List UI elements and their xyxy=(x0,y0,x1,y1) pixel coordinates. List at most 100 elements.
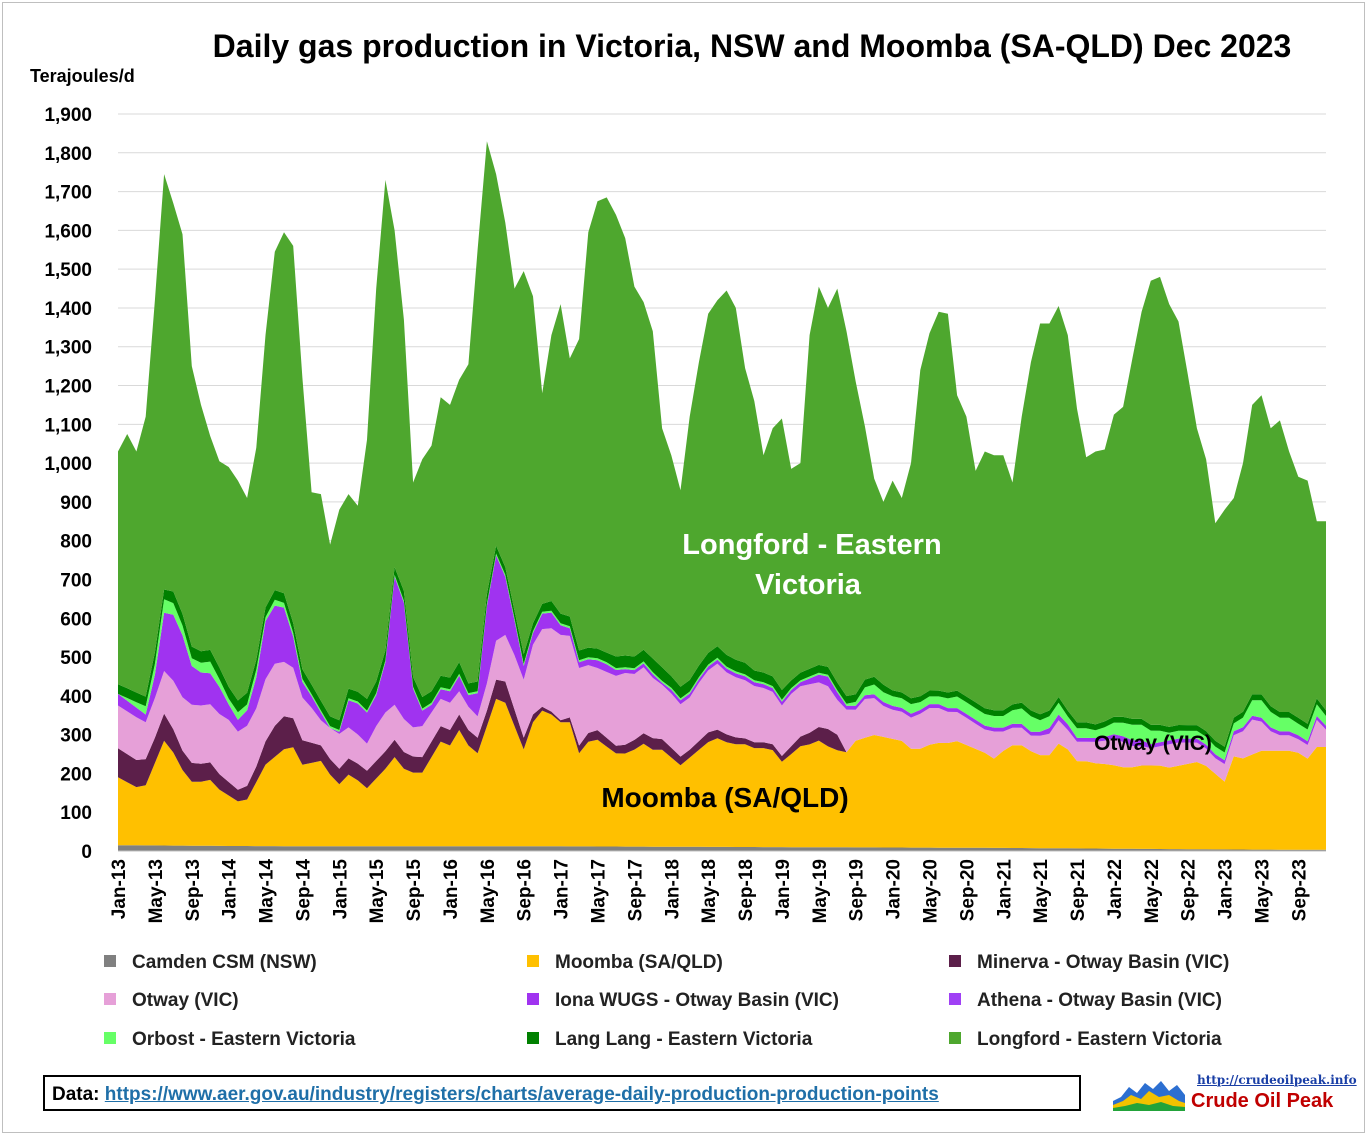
legend-item-longford: Longford - Eastern Victoria xyxy=(949,1029,1222,1051)
x-tick-label: Jan-22 xyxy=(1105,859,1126,919)
legend-swatch xyxy=(104,1031,116,1044)
logo-name: Crude Oil Peak xyxy=(1191,1090,1334,1112)
x-tick-label: Jan-18 xyxy=(662,859,683,919)
legend-swatch xyxy=(527,1031,539,1044)
y-tick-label: 600 xyxy=(60,609,92,630)
area-minerva-otway-basin-vic xyxy=(118,679,1326,802)
data-source-prefix: Data: xyxy=(52,1084,100,1105)
x-tick-label: May-13 xyxy=(146,859,167,923)
x-tick-label: Jan-14 xyxy=(220,859,241,920)
x-tick-label: Jan-20 xyxy=(884,859,905,919)
y-tick-label: 500 xyxy=(60,648,92,669)
legend-label: Minerva - Otway Basin (VIC) xyxy=(977,952,1230,973)
y-axis-unit-label: Terajoules/d xyxy=(30,66,135,86)
x-tick-label: May-18 xyxy=(699,859,720,923)
y-tick-label: 1,400 xyxy=(44,299,92,320)
y-tick-label: 1,000 xyxy=(44,454,92,475)
area-otway-vic xyxy=(118,628,1326,790)
x-tick-label: Jan-23 xyxy=(1216,859,1237,919)
y-tick-label: 200 xyxy=(60,764,92,785)
area-orbost-eastern-victoria xyxy=(118,553,1326,761)
legend-swatch xyxy=(949,954,961,967)
y-tick-label: 1,100 xyxy=(44,415,92,436)
legend-label: Otway (VIC) xyxy=(132,990,239,1011)
legend-item-athena: Athena - Otway Basin (VIC) xyxy=(949,990,1222,1012)
area-longford-eastern-victoria xyxy=(118,141,1326,747)
legend-item-moomba: Moomba (SA/QLD) xyxy=(527,952,723,974)
x-tick-label: May-20 xyxy=(921,859,942,923)
y-tick-label: 0 xyxy=(81,842,92,863)
y-tick-label: 1,800 xyxy=(44,144,92,165)
x-tick-label: Sep-22 xyxy=(1179,859,1200,921)
area-moomba-sa-qld xyxy=(118,698,1326,850)
legend-label: Iona WUGS - Otway Basin (VIC) xyxy=(555,990,839,1011)
x-tick-label: Sep-14 xyxy=(293,859,314,922)
x-tick-label: Sep-15 xyxy=(404,859,425,922)
legend-item-lang-lang: Lang Lang - Eastern Victoria xyxy=(527,1029,812,1051)
x-tick-label: Jan-19 xyxy=(773,859,794,919)
x-tick-label: Jan-17 xyxy=(552,859,573,919)
chart-title: Daily gas production in Victoria, NSW an… xyxy=(212,28,1292,64)
x-tick-label: Sep-19 xyxy=(847,859,868,921)
legend-label: Longford - Eastern Victoria xyxy=(977,1029,1222,1050)
crude-oil-peak-logo[interactable]: http://crudeoilpeak.info Crude Oil Peak xyxy=(1113,1073,1363,1113)
legend-item-camden: Camden CSM (NSW) xyxy=(104,952,317,974)
x-tick-labels: Jan-13 May-13 Sep-13 Jan-14 May-14 Sep-14 Jan-… xyxy=(109,859,1310,924)
x-tick-label: Sep-17 xyxy=(625,859,646,921)
annotations: Longford - Eastern Victoria Moomba (SA/QLD… xyxy=(601,529,1212,813)
x-tick-label: May-22 xyxy=(1142,859,1163,923)
x-tick-label: Sep-23 xyxy=(1289,859,1310,921)
x-tick-label: Sep-20 xyxy=(957,859,978,921)
y-tick-label: 1,700 xyxy=(44,183,92,204)
legend-swatch xyxy=(527,954,539,967)
area-iona-wugs-otway-basin-vic xyxy=(118,555,1326,765)
x-tick-label: May-19 xyxy=(810,859,831,923)
area-camden-csm-nsw xyxy=(118,845,1326,851)
stacked-areas xyxy=(118,141,1326,851)
y-tick-label: 1,300 xyxy=(44,338,92,359)
legend-swatch xyxy=(949,992,961,1005)
legend-item-otway: Otway (VIC) xyxy=(104,990,239,1012)
x-tick-label: May-23 xyxy=(1253,859,1274,923)
x-tick-label: Sep-16 xyxy=(515,859,536,921)
legend-label: Athena - Otway Basin (VIC) xyxy=(977,990,1222,1011)
annotation-label: Victoria xyxy=(755,569,862,601)
x-tick-label: May-14 xyxy=(257,859,278,924)
legend-item-orbost: Orbost - Eastern Victoria xyxy=(104,1029,356,1051)
x-tick-label: May-17 xyxy=(589,859,610,923)
y-tick-label: 1,900 xyxy=(44,105,92,126)
annotation-label: Longford - Eastern xyxy=(682,529,941,561)
x-tick-label: May-15 xyxy=(367,859,388,924)
annotation-label: Otway (VIC) xyxy=(1094,732,1212,755)
legend-label: Moomba (SA/QLD) xyxy=(555,952,723,973)
x-tick-label: Jan-13 xyxy=(109,859,130,919)
x-tick-label: May-16 xyxy=(478,859,499,923)
y-tick-label: 700 xyxy=(60,570,92,591)
legend-swatch xyxy=(104,954,116,967)
y-tick-labels: 0 100 200 300 400 500 600 700 800 900 1,000 1,100 1,… xyxy=(44,105,92,863)
y-tick-label: 1,500 xyxy=(44,260,92,281)
y-tick-label: 800 xyxy=(60,532,92,553)
x-tick-label: Jan-16 xyxy=(441,859,462,919)
x-tick-label: May-21 xyxy=(1031,859,1052,924)
legend-swatch xyxy=(104,992,116,1005)
x-tick-label: Sep-18 xyxy=(736,859,757,921)
annotation-label: Moomba (SA/QLD) xyxy=(601,782,848,813)
y-tick-label: 100 xyxy=(60,803,92,824)
legend-label: Camden CSM (NSW) xyxy=(132,952,317,973)
x-tick-label: Jan-15 xyxy=(330,859,351,920)
logo-url[interactable]: http://crudeoilpeak.info xyxy=(1197,1073,1357,1087)
legend-label: Lang Lang - Eastern Victoria xyxy=(555,1029,813,1050)
data-source-link[interactable]: https://www.aer.gov.au/industry/register… xyxy=(104,1084,939,1105)
data-source-box: Data: https://www.aer.gov.au/industry/re… xyxy=(43,1075,1081,1111)
y-tick-label: 400 xyxy=(60,687,92,708)
legend-item-iona: Iona WUGS - Otway Basin (VIC) xyxy=(527,990,839,1012)
x-tick-label: Sep-21 xyxy=(1068,859,1089,922)
logo-chart-icon xyxy=(1113,1081,1185,1111)
legend-swatch xyxy=(949,1031,961,1044)
legend-swatch xyxy=(527,992,539,1005)
x-tick-label: Sep-13 xyxy=(183,859,204,921)
y-tick-label: 900 xyxy=(60,493,92,514)
y-tick-label: 300 xyxy=(60,726,92,747)
